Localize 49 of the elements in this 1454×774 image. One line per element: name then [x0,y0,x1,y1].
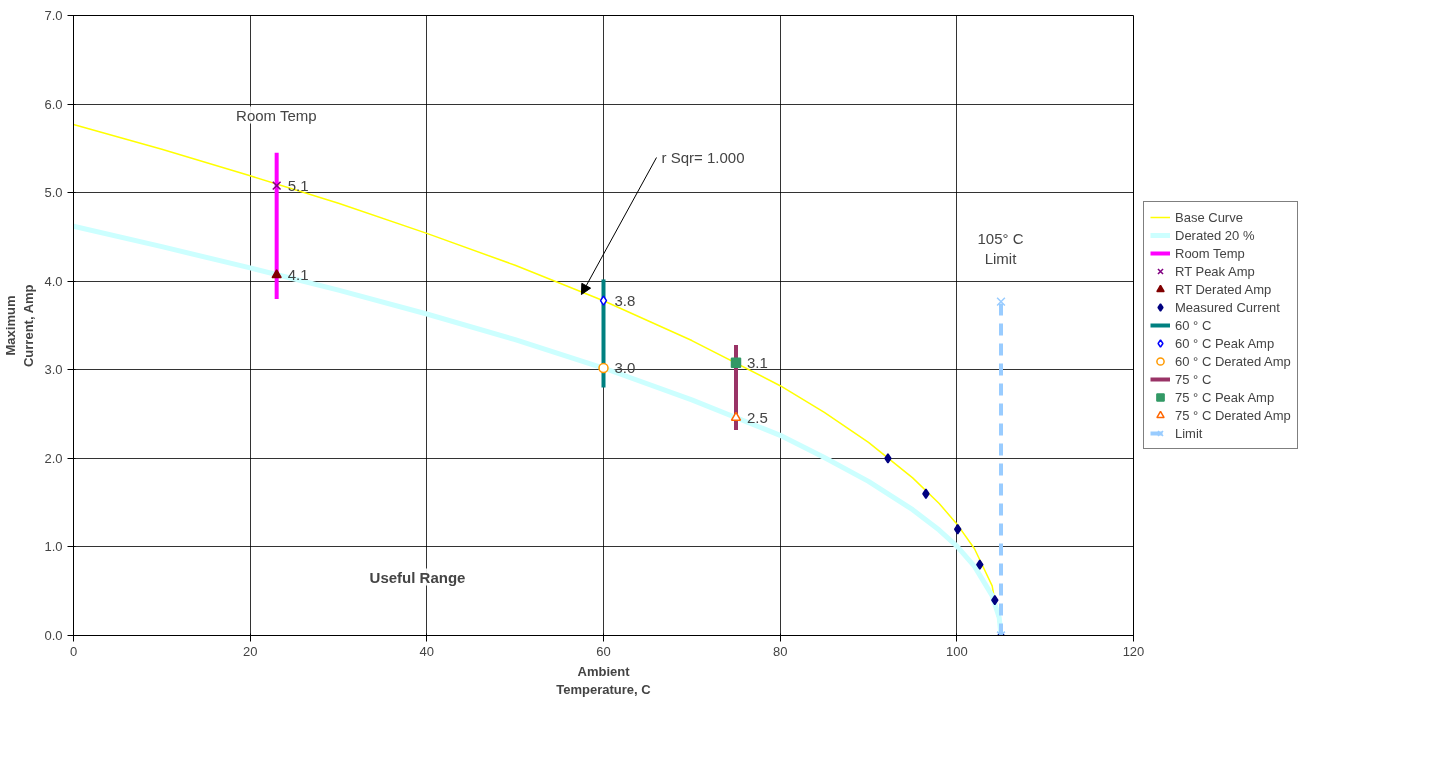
legend-label: 60 ° C Derated Amp [1175,352,1291,370]
point [953,523,962,535]
point [271,269,282,279]
legend-label: 60 ° C Peak Amp [1175,334,1275,352]
y-tick-label: 1.0 [44,539,63,555]
point [599,295,608,306]
data-label: 3.1 [747,353,768,371]
point [996,296,1006,307]
y-tick-label: 5.0 [44,185,63,201]
legend-label: RT Peak Amp [1175,262,1255,280]
legend-label: Room Temp [1175,244,1245,262]
legend-label: Measured Current [1175,298,1280,316]
legend-label: 60 ° C [1175,316,1212,334]
x-tick-label: 80 [772,643,788,659]
x-axis-title: Ambient Temperature, C [556,663,652,697]
y-tick-label: 2.0 [44,450,63,466]
legend-label: Derated 20 % [1175,226,1255,244]
annotation: 105° C Limit [977,230,1024,268]
y-tick-label: 3.0 [44,362,63,378]
annotation: r Sqr= 1.000 [661,148,745,166]
y-tick-label: 7.0 [44,8,63,23]
point [598,362,609,374]
legend-label: Base Curve [1175,208,1243,226]
point [272,180,282,191]
legend-label: RT Derated Amp [1175,280,1272,298]
data-label: 3.8 [614,291,636,309]
legend-label: 75 ° C Derated Amp [1175,406,1291,424]
data-label: 5.1 [287,176,309,194]
data-label: 2.5 [747,408,768,426]
x-tick-label: 120 [1122,643,1145,659]
annotation: Room Temp [236,106,317,124]
point [730,357,742,368]
x-tick-label: 0 [69,643,78,659]
point [976,559,984,570]
y-axis-title: Maximum Current, Amp [3,284,37,368]
y-tick-label: 0.0 [44,628,63,643]
y-tick-label: 4.0 [44,273,63,289]
x-tick-label: 40 [419,643,435,659]
y-tick-label: 6.0 [44,96,63,112]
legend-label: Limit [1175,424,1203,442]
data-label: 4.1 [287,266,309,284]
x-tick-label: 20 [242,643,258,659]
x-tick-label: 100 [945,643,968,659]
point [730,411,742,421]
annotation: Useful Range [369,568,466,586]
legend-label: 75 ° C [1175,370,1212,388]
x-tick-label: 60 [596,643,611,659]
legend-label: 75 ° C Peak Amp [1175,388,1275,406]
point [884,453,892,464]
